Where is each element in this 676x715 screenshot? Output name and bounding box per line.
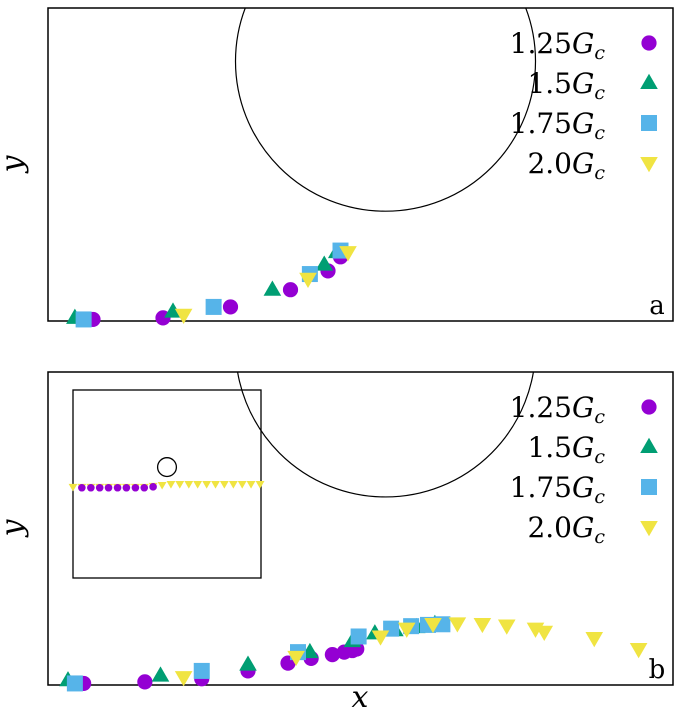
data-point-series-4 [397, 622, 416, 638]
inset-data-point [104, 483, 113, 492]
data-point-series-2 [315, 255, 334, 271]
data-point-series-2 [239, 655, 257, 671]
legend-marker [641, 399, 657, 415]
legend-marker [640, 157, 658, 173]
data-point-series-4 [424, 617, 442, 634]
data-point-series-3 [66, 675, 83, 692]
data-point-series-1 [324, 647, 340, 663]
inset-data-point [246, 481, 256, 489]
data-point-series-3 [75, 311, 92, 328]
inset-data-point [157, 481, 167, 490]
legend-marker [640, 521, 658, 537]
inset-data-point [219, 481, 229, 489]
inset-data-point [87, 483, 95, 492]
inset-data-point [184, 481, 194, 489]
data-point-series-2 [151, 666, 170, 682]
legend-marker [641, 479, 657, 495]
inset-data-point [166, 481, 176, 489]
data-point-series-4 [473, 617, 492, 634]
plot-frame-b [47, 371, 674, 686]
x-axis-label: x [352, 680, 369, 715]
inset-data-point [78, 483, 86, 492]
panel-label-a: a [649, 291, 665, 321]
data-point-series-4 [629, 643, 648, 659]
data-point-series-3 [350, 628, 367, 645]
legend-label: 2.0Gc [527, 511, 605, 548]
data-point-series-4 [535, 625, 554, 641]
plot-frame-a [47, 7, 674, 322]
data-point-series-1 [137, 674, 153, 690]
inset [68, 457, 265, 492]
inset-data-point [193, 481, 203, 489]
data-point-series-4 [497, 619, 516, 635]
y-axis-label-a: y [0, 154, 30, 174]
panel-label-b: b [649, 655, 666, 685]
inset-data-point [122, 483, 131, 492]
data-point-series-1 [222, 299, 239, 315]
boundary-circle [237, 372, 534, 498]
data-point-series-2 [263, 280, 282, 296]
data-point-series-3 [193, 662, 210, 679]
inset-data-point [237, 481, 247, 489]
inset-data-point [211, 481, 220, 489]
data-point-series-4 [585, 632, 604, 648]
data-point-series-4 [448, 617, 467, 633]
inset-data-point [149, 483, 157, 491]
inset-data-point [95, 483, 104, 492]
inset-data-point [140, 483, 149, 492]
legend-label: 1.5Gc [527, 431, 605, 468]
data-point-series-4 [174, 671, 193, 687]
inset-data-point [113, 483, 122, 492]
legend-label: 1.25Gc [510, 27, 606, 64]
legend-label: 1.75Gc [510, 107, 606, 144]
legend-marker [641, 35, 657, 51]
legend-label: 1.5Gc [527, 67, 605, 104]
data-point-series-3 [205, 298, 222, 315]
data-point-series-1 [282, 282, 299, 298]
data-point-series-4 [287, 650, 305, 667]
data-point-series-4 [174, 308, 193, 324]
legend-label: 1.25Gc [510, 391, 606, 428]
legend-marker [640, 437, 658, 453]
y-axis-label-b: y [0, 518, 30, 538]
inset-data-point [131, 483, 140, 492]
data-point-series-4 [339, 246, 357, 262]
inset-data-point [202, 481, 212, 489]
boundary-circle [234, 8, 537, 212]
data-point-series-4 [299, 272, 317, 288]
inset-data-point [68, 483, 78, 492]
inset-circle [156, 457, 178, 478]
legend-marker [640, 73, 658, 89]
inset-data-point [255, 481, 265, 489]
inset-data-point [228, 481, 238, 489]
legend-marker [641, 115, 657, 131]
data-point-series-4 [371, 630, 390, 646]
legend-label: 2.0Gc [527, 147, 605, 184]
legend-label: 1.75Gc [510, 471, 606, 508]
inset-data-point [175, 481, 185, 489]
data-point-series-2 [164, 302, 182, 318]
